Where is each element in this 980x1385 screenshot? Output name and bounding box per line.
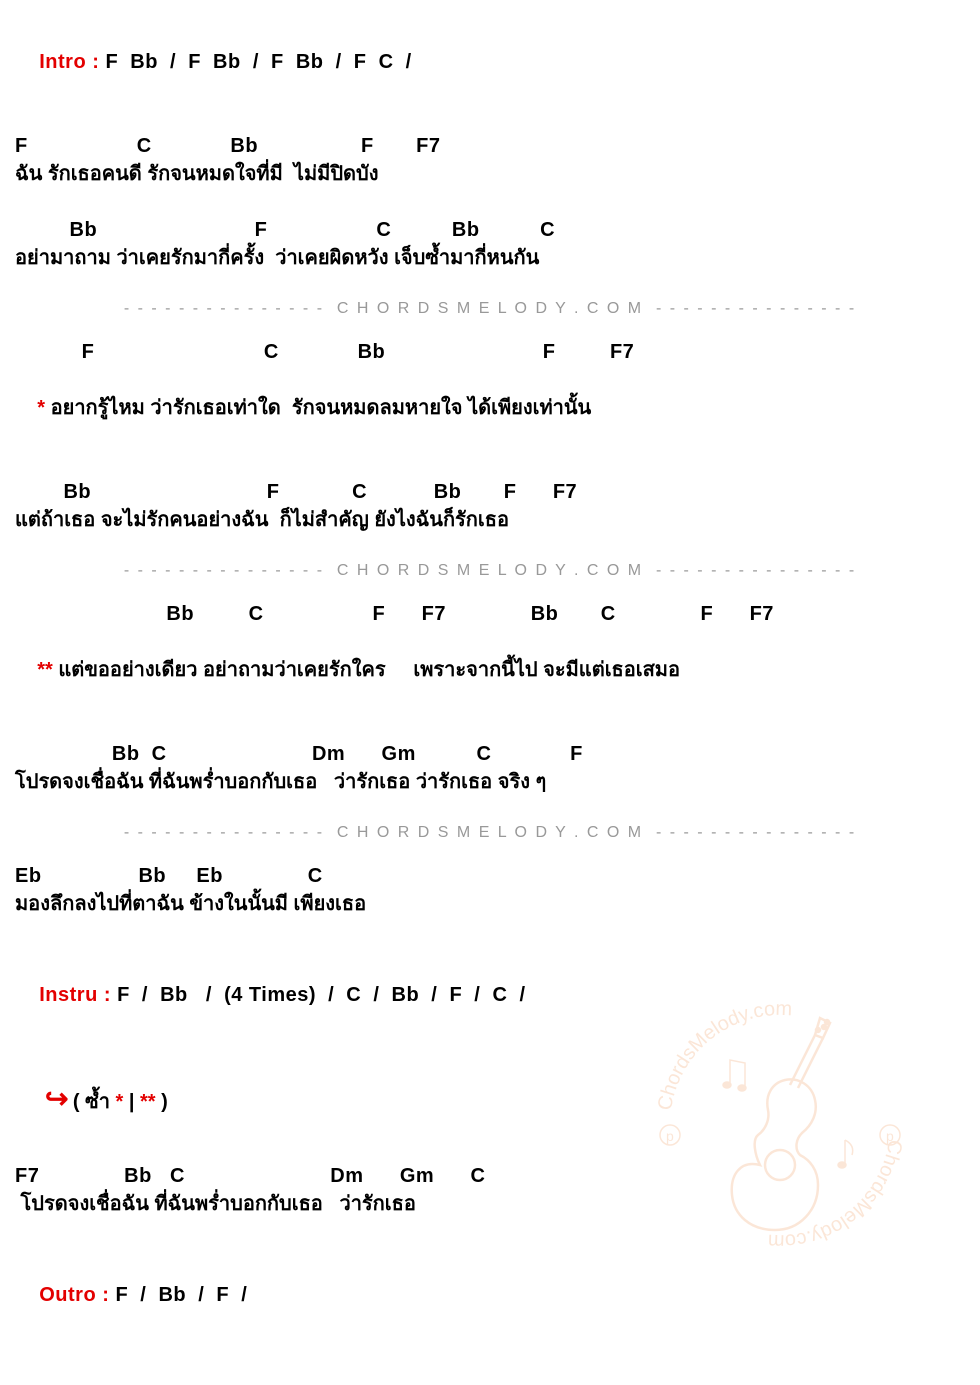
chorus-line1-lyrics: แต่ขออย่างเดียว อย่าถามว่าเคยรักใคร เพรา… (53, 659, 680, 681)
repeat-line: ↪ ( ซ้ำ * | ** ) (15, 1082, 965, 1117)
verse2-line1: F C Bb F F7 * อยากรู้ไหม ว่ารักเธอเท่าใด… (15, 338, 965, 450)
chorus-line1-chords: Bb C F F7 Bb C F F7 (15, 600, 965, 628)
verse2-line1-chords: F C Bb F F7 (15, 338, 965, 366)
verse1-line1: F C Bb F F7 ฉัน รักเธอคนดี รักจนหมดใจที่… (15, 132, 965, 188)
outro-verse-line: F7 Bb C Dm Gm C โปรดจงเชื่อฉัน ที่ฉันพร่… (15, 1162, 965, 1218)
divider-2: - - - - - - - - - - - - - - - C H O R D … (15, 562, 965, 580)
verse2-star: * (37, 397, 45, 419)
repeat-star2: ** (140, 1091, 156, 1113)
repeat-text-open: ( ซ้ำ (73, 1091, 116, 1113)
verse2-line2-chords: Bb F C Bb F F7 (15, 478, 965, 506)
verse2-line2: Bb F C Bb F F7 แต่ถ้าเธอ จะไม่รักคนอย่าง… (15, 478, 965, 534)
intro-line: Intro : F Bb / F Bb / F Bb / F C / (15, 20, 965, 104)
intro-chords: F Bb / F Bb / F Bb / F C / (105, 51, 411, 73)
chorus-star: ** (37, 659, 53, 681)
bridge-lyrics: มองลึกลงไปที่ตาฉัน ข้างในนั้นมี เพียงเธอ (15, 890, 965, 918)
verse2-line1-lyrics: อยากรู้ไหม ว่ารักเธอเท่าใด รักจนหมดลมหาย… (45, 397, 591, 419)
instru-label: Instru : (39, 984, 117, 1006)
outro-line: Outro : F / Bb / F / (15, 1253, 965, 1337)
outro-chords: F / Bb / F / (115, 1284, 247, 1306)
divider-1: - - - - - - - - - - - - - - - C H O R D … (15, 300, 965, 318)
svg-text:p: p (666, 1128, 674, 1144)
outro-verse-lyrics: โปรดจงเชื่อฉัน ที่ฉันพร่ำบอกกับเธอ ว่ารั… (15, 1190, 965, 1218)
chorus-line2-chords: Bb C Dm Gm C F (15, 740, 965, 768)
chorus-line2: Bb C Dm Gm C F โปรดจงเชื่อฉัน ที่ฉันพร่ำ… (15, 740, 965, 796)
intro-label: Intro : (39, 51, 105, 73)
verse1-line2-lyrics: อย่ามาถาม ว่าเคยรักมากี่ครั้ง ว่าเคยผิดห… (15, 244, 965, 272)
outro-label: Outro : (39, 1284, 115, 1306)
verse1-line2: Bb F C Bb C อย่ามาถาม ว่าเคยรักมากี่ครั้… (15, 216, 965, 272)
bridge-line: Eb Bb Eb C มองลึกลงไปที่ตาฉัน ข้างในนั้น… (15, 862, 965, 918)
chorus-line2-lyrics: โปรดจงเชื่อฉัน ที่ฉันพร่ำบอกกับเธอ ว่ารั… (15, 768, 965, 796)
instru-chords: F / Bb / (4 Times) / C / Bb / F / C / (117, 984, 526, 1006)
verse1-line1-lyrics: ฉัน รักเธอคนดี รักจนหมดใจที่มี ไม่มีปิดบ… (15, 160, 965, 188)
divider-3: - - - - - - - - - - - - - - - C H O R D … (15, 824, 965, 842)
verse2-line2-lyrics: แต่ถ้าเธอ จะไม่รักคนอย่างฉัน ก็ไม่สำคัญ … (15, 506, 965, 534)
instru-line: Instru : F / Bb / (4 Times) / C / Bb / F… (15, 953, 965, 1037)
repeat-arrow-icon: ↪ (45, 1082, 68, 1115)
repeat-sep: | (123, 1091, 140, 1113)
chorus-line1: Bb C F F7 Bb C F F7 ** แต่ขออย่างเดียว อ… (15, 600, 965, 712)
verse1-line1-chords: F C Bb F F7 (15, 132, 965, 160)
bridge-chords: Eb Bb Eb C (15, 862, 965, 890)
outro-verse-chords: F7 Bb C Dm Gm C (15, 1162, 965, 1190)
repeat-text-close: ) (156, 1091, 168, 1113)
svg-text:p: p (886, 1128, 894, 1144)
verse1-line2-chords: Bb F C Bb C (15, 216, 965, 244)
